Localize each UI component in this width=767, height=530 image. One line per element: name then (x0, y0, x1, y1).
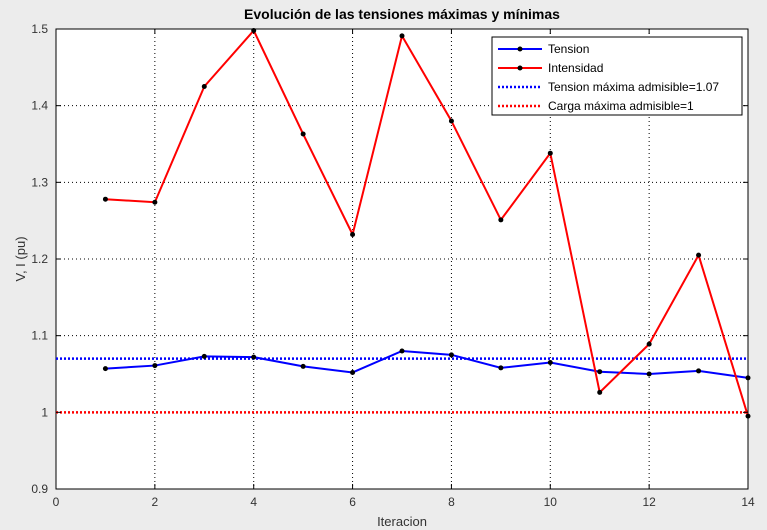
data-point (745, 375, 751, 381)
markers (102, 28, 751, 419)
data-point (350, 231, 356, 237)
y-tick-label: 1.5 (31, 22, 48, 36)
legend-items: Tension Intensidad Tension máxima admisibl… (498, 42, 719, 113)
data-point (547, 360, 553, 365)
data-point (201, 353, 207, 359)
y-tick-label: 1.1 (31, 329, 48, 343)
data-point (448, 118, 454, 124)
data-point (152, 363, 158, 369)
x-tick-label: 12 (642, 495, 656, 509)
data-point (498, 217, 504, 223)
x-tick-label: 10 (544, 495, 558, 509)
data-point (448, 352, 454, 358)
x-tick-label: 0 (53, 495, 60, 509)
x-tick-label: 6 (349, 495, 356, 509)
data-point (251, 354, 257, 360)
legend-label: Tension máxima admisible=1.07 (548, 80, 719, 94)
x-axis-label: Iteracion (377, 514, 427, 529)
data-point (696, 252, 702, 258)
y-tick-label: 1.3 (31, 175, 48, 189)
data-point (646, 341, 652, 347)
reference-lines (56, 357, 748, 414)
x-tick-label: 2 (152, 495, 159, 509)
data-point (597, 369, 603, 375)
data-point (350, 369, 356, 375)
data-point (399, 348, 405, 354)
legend: Tension Intensidad Tension máxima admisibl… (491, 36, 743, 116)
y-axis-label: V, I (pu) (13, 236, 28, 281)
chart-title: Evolución de las tensiones máximas y mín… (244, 6, 560, 22)
data-point (102, 196, 108, 202)
data-point (646, 371, 652, 377)
y-tick-label: 0.9 (31, 482, 48, 496)
legend-marker (517, 46, 523, 52)
legend-marker (517, 65, 523, 71)
series-line (105, 349, 749, 379)
data-point (498, 365, 504, 371)
legend-label: Intensidad (548, 61, 603, 75)
data-point (300, 131, 306, 137)
x-tick-label: 4 (250, 495, 257, 509)
data-point (597, 389, 603, 395)
ticks: 0 2 4 6 8 10 12 14 0.9 1 1.1 1.2 1.3 1.4 1.5 (31, 22, 755, 509)
y-tick-label: 1.4 (31, 99, 48, 113)
y-tick-label: 1.2 (31, 252, 48, 266)
legend-label: Tension (548, 42, 589, 56)
series-lines (105, 28, 749, 417)
x-tick-label: 14 (741, 495, 755, 509)
legend-label: Carga máxima admisible=1 (548, 99, 694, 113)
data-point (399, 33, 405, 39)
data-point (201, 84, 207, 89)
series-line (105, 28, 749, 417)
data-point (102, 366, 108, 372)
data-point (696, 368, 702, 374)
data-point (300, 363, 306, 369)
data-point (152, 199, 158, 205)
data-point (547, 150, 553, 156)
data-point (745, 413, 751, 419)
y-tick-label: 1 (41, 405, 48, 419)
x-tick-label: 8 (448, 495, 455, 509)
